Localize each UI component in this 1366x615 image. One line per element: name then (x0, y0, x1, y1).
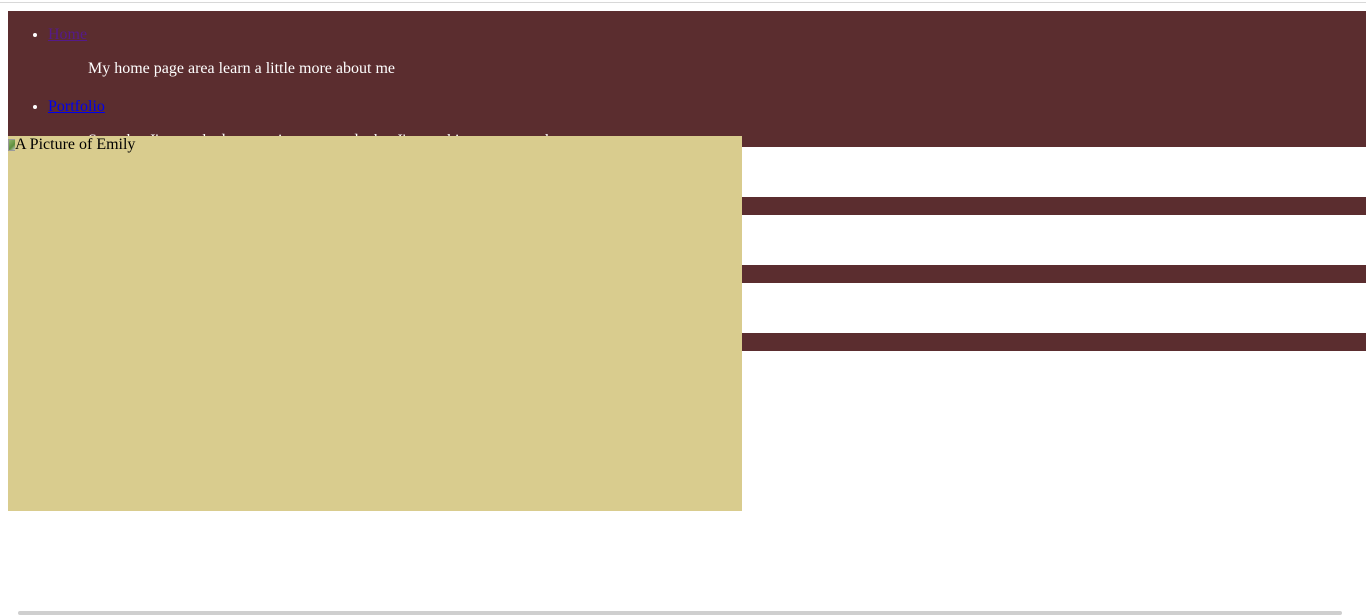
horizontal-scrollbar[interactable] (18, 611, 1342, 615)
portfolio-link[interactable]: Portfolio (48, 98, 105, 115)
photo-alt-text: A Picture of Emily (15, 136, 136, 153)
broken-image-icon (8, 139, 15, 151)
top-border (0, 2, 1366, 3)
nav-item-home: Home My home page area learn a little mo… (48, 25, 1366, 79)
home-description: My home page area learn a little more ab… (88, 60, 395, 77)
navigation-header: Home My home page area learn a little mo… (8, 11, 1366, 147)
home-link[interactable]: Home (48, 26, 88, 43)
nav-list: Home My home page area learn a little mo… (8, 11, 1366, 147)
nav-stripe (742, 265, 1366, 283)
profile-photo: A Picture of Emily (8, 136, 742, 511)
nav-stripe (742, 333, 1366, 351)
broken-image: A Picture of Emily (8, 136, 135, 154)
nav-stripe (742, 197, 1366, 215)
